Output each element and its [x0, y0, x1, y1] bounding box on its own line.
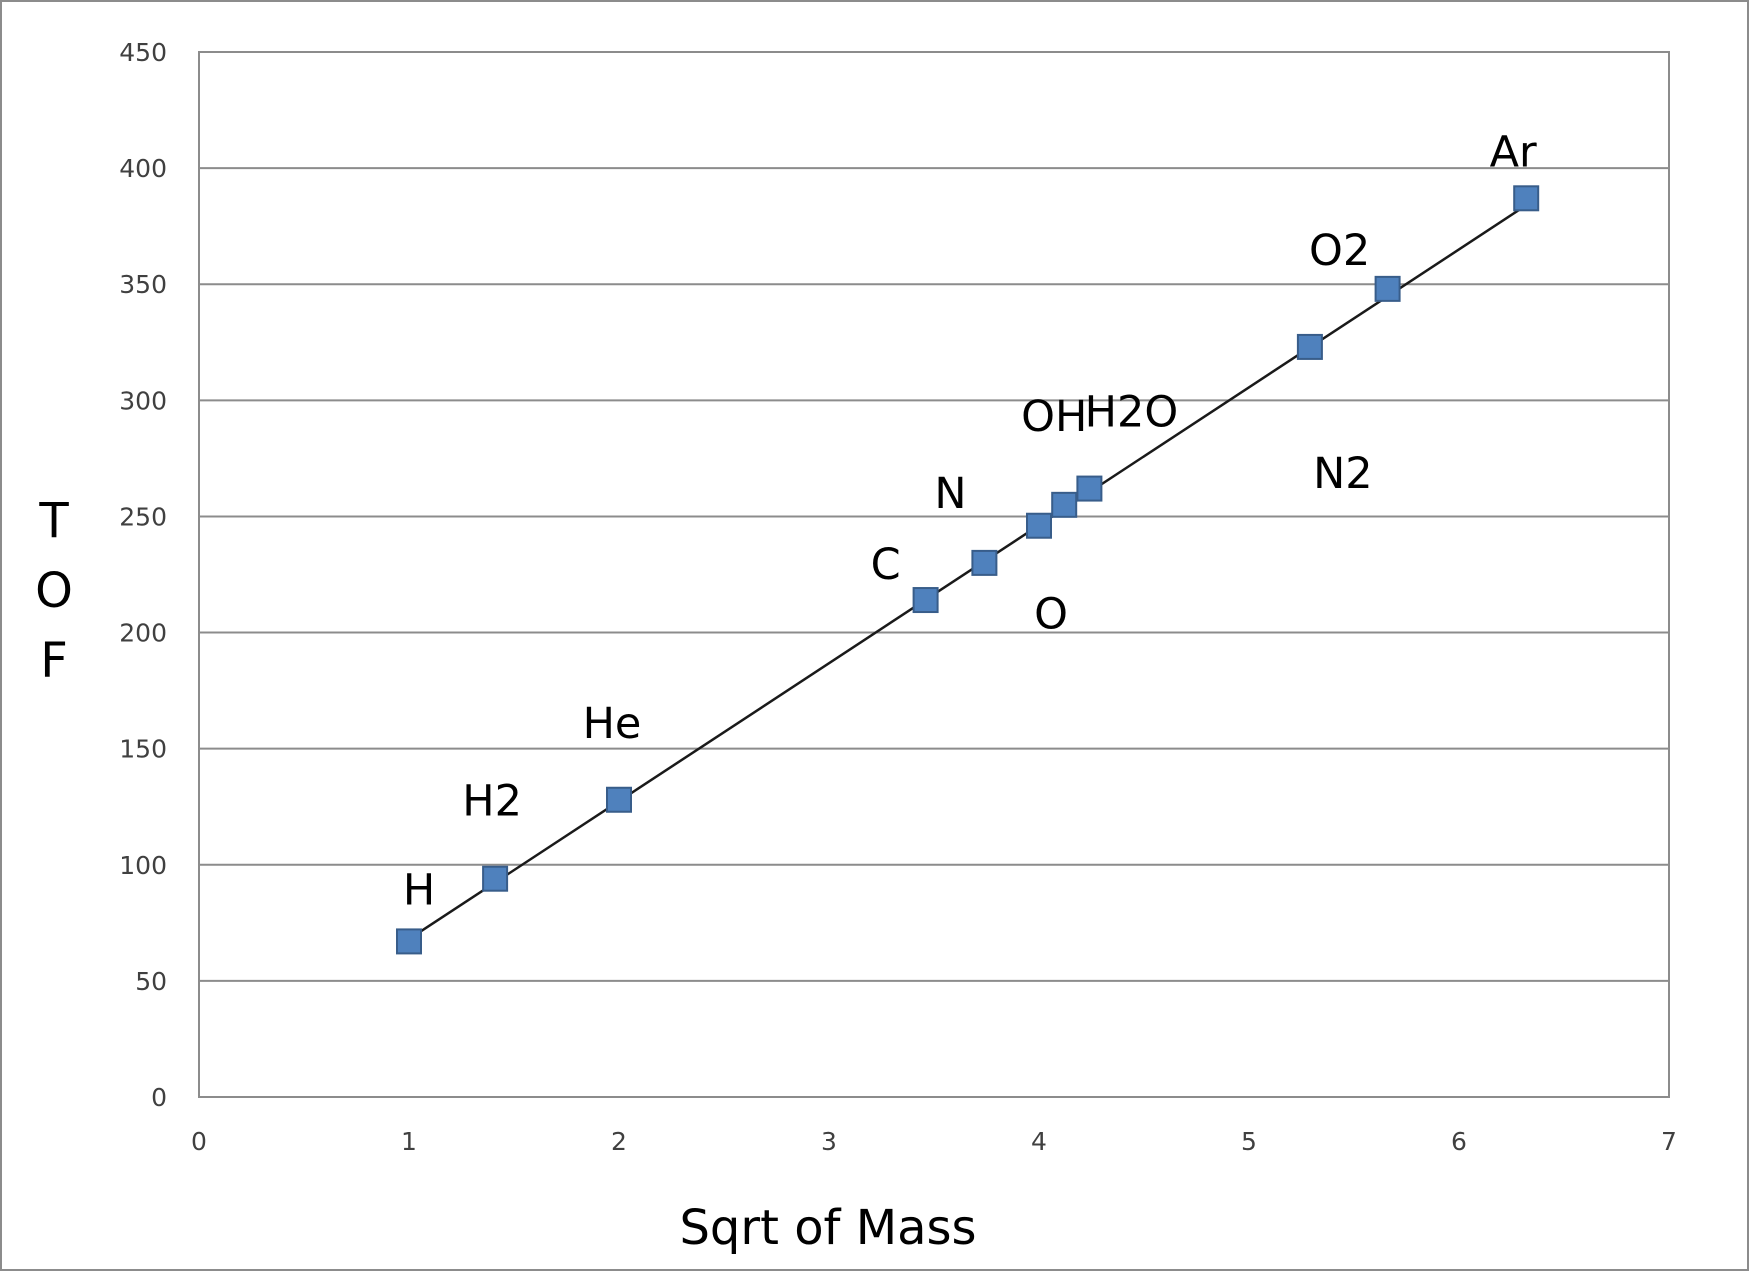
- x-tick-label: 1: [401, 1127, 417, 1156]
- x-axis-tick-labels: 0 1 2 3 4 5 6 7: [191, 1127, 1677, 1156]
- trendline: [408, 204, 1527, 941]
- y-axis-tick-labels: 0 50 100 150 200 250 300 350 400 450: [119, 38, 167, 1112]
- y-tick-label: 0: [151, 1083, 167, 1112]
- data-point-oh: [1051, 491, 1078, 518]
- y-tick-label: 100: [119, 851, 167, 880]
- y-tick-label: 450: [119, 38, 167, 67]
- point-label-n: N: [934, 469, 966, 519]
- data-point-n: [971, 549, 998, 576]
- point-label-h2: H2: [462, 777, 522, 827]
- point-label-o: O: [1034, 590, 1068, 640]
- point-label-c: C: [871, 540, 901, 590]
- y-tick-label: 200: [119, 619, 167, 648]
- x-tick-label: 6: [1451, 1127, 1467, 1156]
- point-label-oh: OH: [1021, 392, 1087, 442]
- point-label-he: He: [583, 699, 642, 749]
- plot-area: [198, 51, 1670, 1098]
- y-axis-title-letter: T: [38, 493, 69, 549]
- y-tick-label: 50: [135, 967, 167, 996]
- data-markers: [396, 185, 1540, 955]
- data-point-h: [396, 928, 422, 955]
- x-tick-label: 7: [1661, 1127, 1677, 1156]
- y-tick-label: 250: [119, 502, 167, 531]
- y-tick-label: 350: [119, 270, 167, 299]
- data-point-h2o: [1076, 475, 1103, 502]
- x-axis-title: Sqrt of Mass: [679, 1200, 976, 1256]
- y-tick-label: 150: [119, 735, 167, 764]
- y-axis-title: TOF: [35, 493, 73, 689]
- data-point-o2: [1374, 275, 1401, 302]
- data-point-h2: [482, 865, 509, 892]
- point-label-ar: Ar: [1490, 127, 1537, 177]
- data-point-c: [912, 587, 939, 614]
- x-tick-label: 0: [191, 1127, 207, 1156]
- y-tick-label: 300: [119, 386, 167, 415]
- point-label-h2o: H2O: [1085, 388, 1179, 438]
- x-tick-label: 4: [1031, 1127, 1047, 1156]
- data-point-n2: [1296, 333, 1323, 360]
- y-axis-title-letter: O: [35, 563, 73, 619]
- point-label-o2: O2: [1309, 226, 1370, 276]
- x-tick-label: 3: [821, 1127, 837, 1156]
- x-tick-label: 5: [1241, 1127, 1257, 1156]
- x-tick-label: 2: [611, 1127, 627, 1156]
- data-point-he: [606, 786, 632, 813]
- y-axis-title-letter: F: [40, 633, 68, 689]
- point-label-n2: N2: [1313, 449, 1373, 499]
- data-point-ar: [1513, 185, 1540, 212]
- point-label-h: H: [403, 865, 435, 915]
- data-point-o: [1026, 512, 1052, 539]
- y-tick-label: 400: [119, 154, 167, 183]
